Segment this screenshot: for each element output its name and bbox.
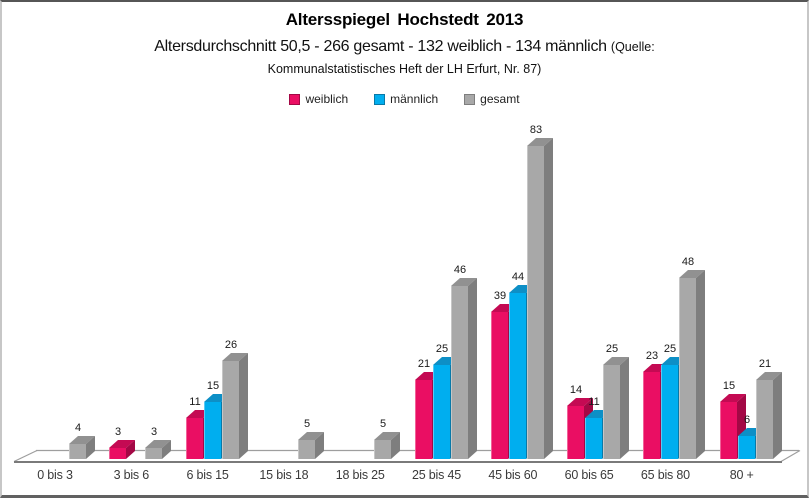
floor-right-edge [780,449,801,463]
bar-männlich-45-bis-60 [509,285,536,459]
value-label: 39 [493,290,507,302]
bar-männlich-65-bis-80 [661,357,688,459]
value-label: 46 [453,264,467,276]
bar-side-face [696,270,705,459]
bar-gesamt-45-bis-60 [527,138,554,459]
value-label: 5 [303,418,311,430]
x-axis-label: 25 bis 45 [412,468,461,482]
bar-weiblich-6-bis-15 [186,410,213,459]
chart-subtitle-text: Altersdurchschnitt 50,5 - 266 gesamt - 1… [154,38,607,55]
value-label: 23 [645,350,659,362]
bar-gesamt-25-bis-45 [451,278,478,459]
legend-label: gesamt [480,92,520,106]
x-axis-label: 15 bis 18 [259,468,309,482]
value-label: 25 [605,343,619,355]
value-label: 11 [588,396,600,408]
bar-männlich-6-bis-15 [204,394,231,459]
bar-gesamt-60-bis-65 [603,357,630,459]
bar-weiblich-3-bis-6 [109,440,136,459]
chart-subtitle: Altersdurchschnitt 50,5 - 266 gesamt - 1… [2,38,807,56]
x-axis-label: 3 bis 6 [113,468,150,482]
value-label: 14 [569,384,583,396]
value-label: 21 [417,358,431,370]
bar-weiblich-80-+ [720,394,747,459]
value-label: 3 [114,426,122,438]
value-label: 4 [74,422,82,434]
value-label: 44 [511,271,525,283]
bar-weiblich-25-bis-45 [415,372,442,459]
bar-weiblich-65-bis-80 [643,364,670,459]
legend-item-männlich: männlich [374,92,438,106]
bar-gesamt-0-bis-3 [69,436,96,459]
bar-gesamt-65-bis-80 [679,270,706,459]
bar-männlich-60-bis-65 [585,410,612,459]
legend: weiblich männlich gesamt [2,92,807,106]
bar-männlich-80-+ [738,428,765,459]
legend-item-gesamt: gesamt [464,92,520,106]
x-axis-label: 6 bis 15 [186,468,229,482]
value-label: 25 [435,343,449,355]
bar-männlich-25-bis-45 [433,357,460,459]
value-label: 6 [743,414,751,426]
value-label: 15 [722,380,736,392]
x-axis-label: 0 bis 3 [37,468,73,482]
value-label: 5 [379,418,387,430]
chart-title: Altersspiegel Hochstedt 2013 [285,10,524,29]
legend-swatch-icon [374,93,386,105]
bar-side-face [544,138,553,459]
x-axis-label: 65 bis 80 [640,468,690,482]
value-label: 11 [189,396,201,408]
value-label: 15 [206,380,220,392]
value-label: 3 [150,426,158,438]
legend-label: weiblich [305,92,349,106]
bar-gesamt-80-+ [756,372,783,459]
bar-side-face [773,372,782,459]
bar-side-face [239,353,248,459]
value-label: 26 [224,339,238,351]
chart-source-prefix: (Quelle: [610,40,655,54]
x-axis-label: 18 bis 25 [335,468,385,482]
value-label: 25 [663,343,677,355]
legend-item-weiblich: weiblich [289,92,348,106]
value-label: 21 [758,358,772,370]
bar-gesamt-3-bis-6 [145,440,172,459]
legend-swatch-icon [464,93,476,105]
floor-left-edge [13,449,38,463]
bar-gesamt-6-bis-15 [222,353,249,459]
x-axis-label: 45 bis 60 [488,468,538,482]
bar-side-face [620,357,629,459]
value-label: 48 [681,256,695,268]
value-label: 83 [529,124,543,136]
chart-source-line: Kommunalstatistisches Heft der LH Erfurt… [267,62,542,76]
bar-weiblich-60-bis-65 [567,398,594,459]
legend-label: männlich [390,92,439,106]
x-axis-label: 60 bis 65 [564,468,614,482]
bar-gesamt-18-bis-25 [374,432,401,459]
bar-side-face [468,278,477,459]
legend-swatch-icon [289,93,301,105]
bar-gesamt-15-bis-18 [298,432,325,459]
x-axis-label: 80 + [729,468,754,482]
bar-weiblich-45-bis-60 [491,304,518,459]
